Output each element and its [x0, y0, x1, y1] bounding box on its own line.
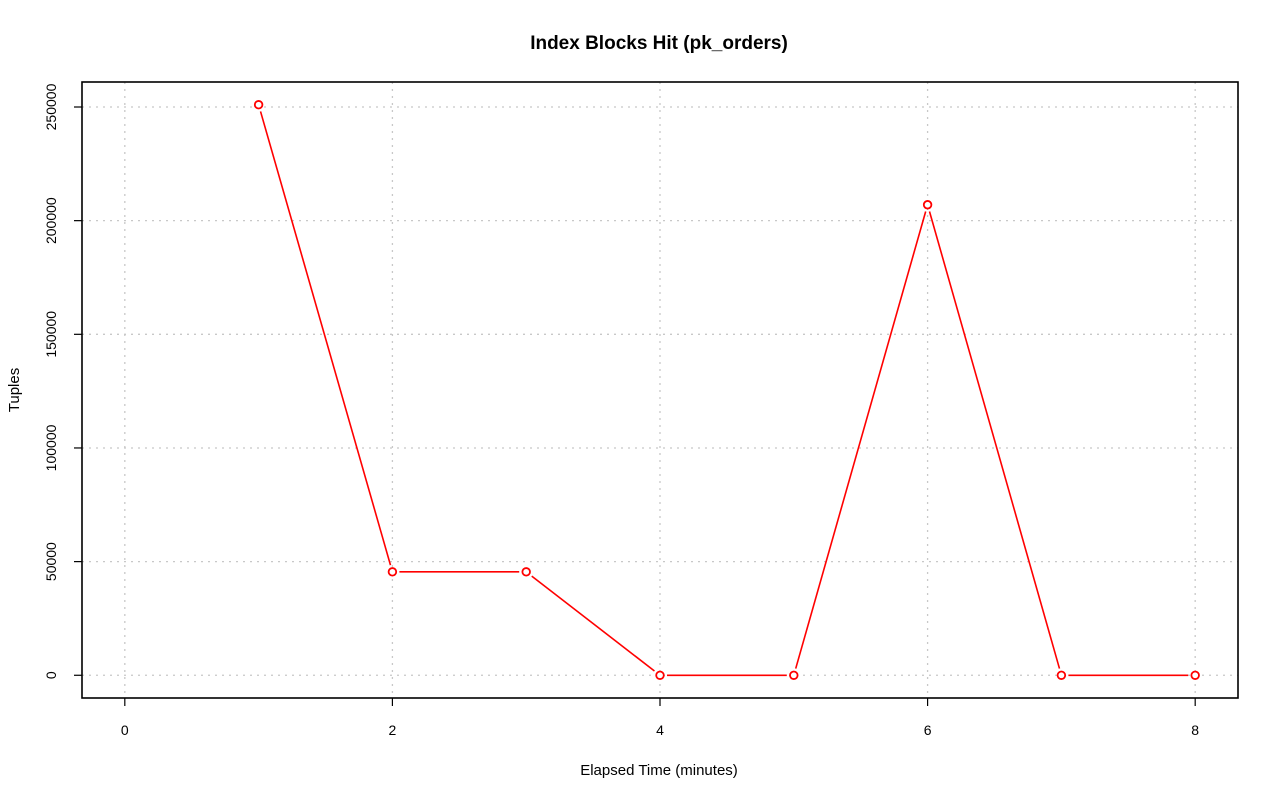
- x-tick-label: 8: [1191, 722, 1199, 738]
- x-tick-label: 0: [121, 722, 129, 738]
- x-tick-label: 2: [389, 722, 397, 738]
- series-line-segment: [794, 211, 927, 669]
- data-point: [922, 200, 933, 210]
- y-tick-label: 100000: [43, 424, 59, 471]
- y-axis-label: Tuples: [6, 368, 23, 412]
- data-point: [789, 670, 799, 680]
- series-line-segment: [531, 575, 655, 672]
- series: [253, 100, 1200, 680]
- data-point: [387, 567, 398, 577]
- x-tick-label: 4: [656, 722, 664, 738]
- x-axis-label: Elapsed Time (minutes): [580, 762, 738, 779]
- y-tick-label: 50000: [43, 542, 59, 581]
- data-point: [521, 567, 531, 577]
- axes: 0 2 4 6 8 0 50000 100000 150000 200000 250000: [43, 83, 1199, 738]
- plot-frame: [81, 81, 1239, 699]
- data-point: [655, 670, 665, 680]
- series-line-segment: [259, 111, 392, 566]
- data-point: [253, 100, 264, 110]
- data-point: [1190, 670, 1200, 680]
- grid: [82, 82, 1238, 698]
- y-tick-label: 250000: [43, 83, 59, 130]
- chart-title: Index Blocks Hit (pk_orders): [530, 33, 788, 54]
- data-point: [1056, 670, 1067, 680]
- series-line-segment: [928, 211, 1061, 669]
- x-tick-label: 6: [924, 722, 932, 738]
- y-tick-label: 200000: [43, 197, 59, 244]
- y-tick-label: 150000: [43, 311, 59, 358]
- y-tick-label: 0: [43, 671, 59, 679]
